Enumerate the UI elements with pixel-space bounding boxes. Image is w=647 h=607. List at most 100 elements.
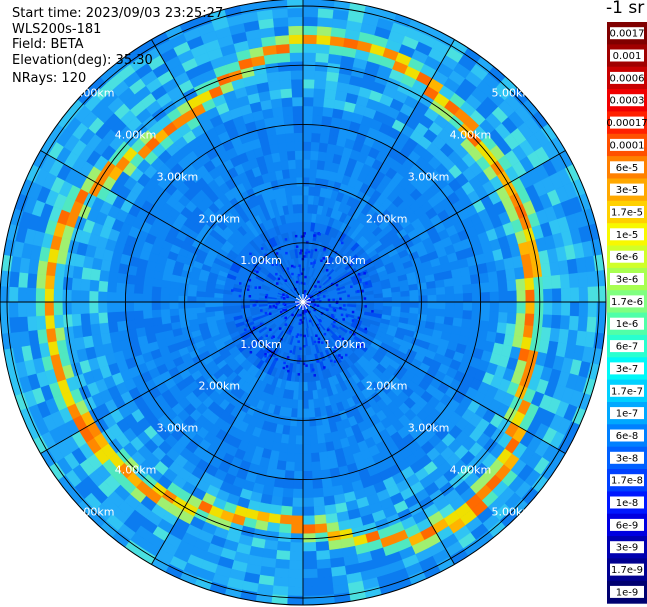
data-cell [309,425,318,436]
data-cell [177,295,188,303]
data-cell [302,550,317,561]
data-cell [587,286,598,303]
data-cell [160,286,171,296]
data-cell [88,301,99,314]
data-cell [569,301,580,317]
data-cell [26,315,38,332]
data-cell [297,399,304,410]
data-cell [578,301,589,318]
noise-cell [318,233,321,236]
noise-cell [323,332,327,336]
data-cell [274,34,290,46]
colorbar-tick-label: 6e-6 [616,252,639,263]
noise-cell [299,313,302,317]
noise-cell [284,316,287,320]
data-cell [471,292,482,303]
data-cell [445,301,455,311]
data-cell [285,461,295,472]
data-cell [295,168,304,178]
noise-cell [286,356,290,359]
noise-cell [244,328,247,331]
data-cell [292,96,304,107]
data-cell [26,287,37,303]
ppi-data-layer [0,0,607,606]
data-cell [169,308,180,317]
data-cell [0,285,10,303]
data-cell [312,114,323,125]
data-cell [297,203,304,214]
data-cell [213,305,224,312]
data-cell [302,542,317,552]
data-cell [391,301,402,308]
data-cell [426,287,437,296]
data-cell [79,290,90,303]
data-cell [302,132,313,143]
data-cell [478,272,490,284]
data-cell [44,314,56,330]
data-cell [326,521,340,533]
data-cell [302,78,315,89]
noise-cell [280,296,284,299]
data-cell [71,277,82,291]
data-cell [144,325,156,336]
data-cell [160,301,170,310]
data-cell [578,286,589,303]
colorbar-tick-label: 0.001 [613,51,642,62]
data-cell [324,89,337,100]
data-cell [308,408,316,418]
data-cell [302,595,320,606]
data-cell [315,549,331,561]
noise-cell [295,280,299,284]
data-cell [444,285,455,295]
elevation-label: Elevation(deg): 35.30 [12,53,153,68]
colorbar-tick-label: 6e-8 [616,431,639,442]
data-cell [294,141,304,151]
data-cell [302,506,315,517]
noise-cell [269,328,272,331]
data-cell [222,297,233,303]
data-cell [273,25,290,37]
data-cell [274,558,290,570]
data-cell [53,275,64,290]
data-cell [312,487,324,499]
data-cell [316,34,332,46]
data-cell [477,262,489,275]
data-cell [322,106,334,118]
noise-cell [343,304,346,307]
data-cell [302,141,312,151]
data-cell [436,294,446,303]
data-cell [151,285,162,295]
data-cell [276,541,291,552]
data-cell [124,292,135,303]
noise-cell [363,297,367,300]
noise-cell [289,350,293,353]
noise-cell [303,232,306,235]
data-cell [316,558,332,570]
range-ring-label: 1.00km [240,338,282,351]
data-cell [160,315,172,325]
noise-cell [371,310,374,313]
data-cell [204,306,215,313]
data-cell [117,329,129,342]
data-cell [487,271,499,283]
data-cell [62,301,72,315]
data-cell [452,276,463,287]
data-cell [462,310,473,320]
data-cell [98,312,109,324]
colorbar-tick-label: 1e-8 [616,498,639,509]
data-cell [323,97,336,109]
data-cell [160,308,171,318]
data-cell [294,221,300,232]
data-cell [281,496,293,507]
data-cell [270,97,283,109]
noise-cell [332,298,335,302]
data-cell [327,458,339,470]
data-cell [44,288,55,303]
range-ring-label: 5.00km [492,505,534,518]
data-cell [178,307,189,316]
data-cell [302,168,311,178]
data-cell [302,577,319,588]
data-cell [462,301,473,312]
data-cell [302,52,317,62]
noise-cell [248,295,252,298]
